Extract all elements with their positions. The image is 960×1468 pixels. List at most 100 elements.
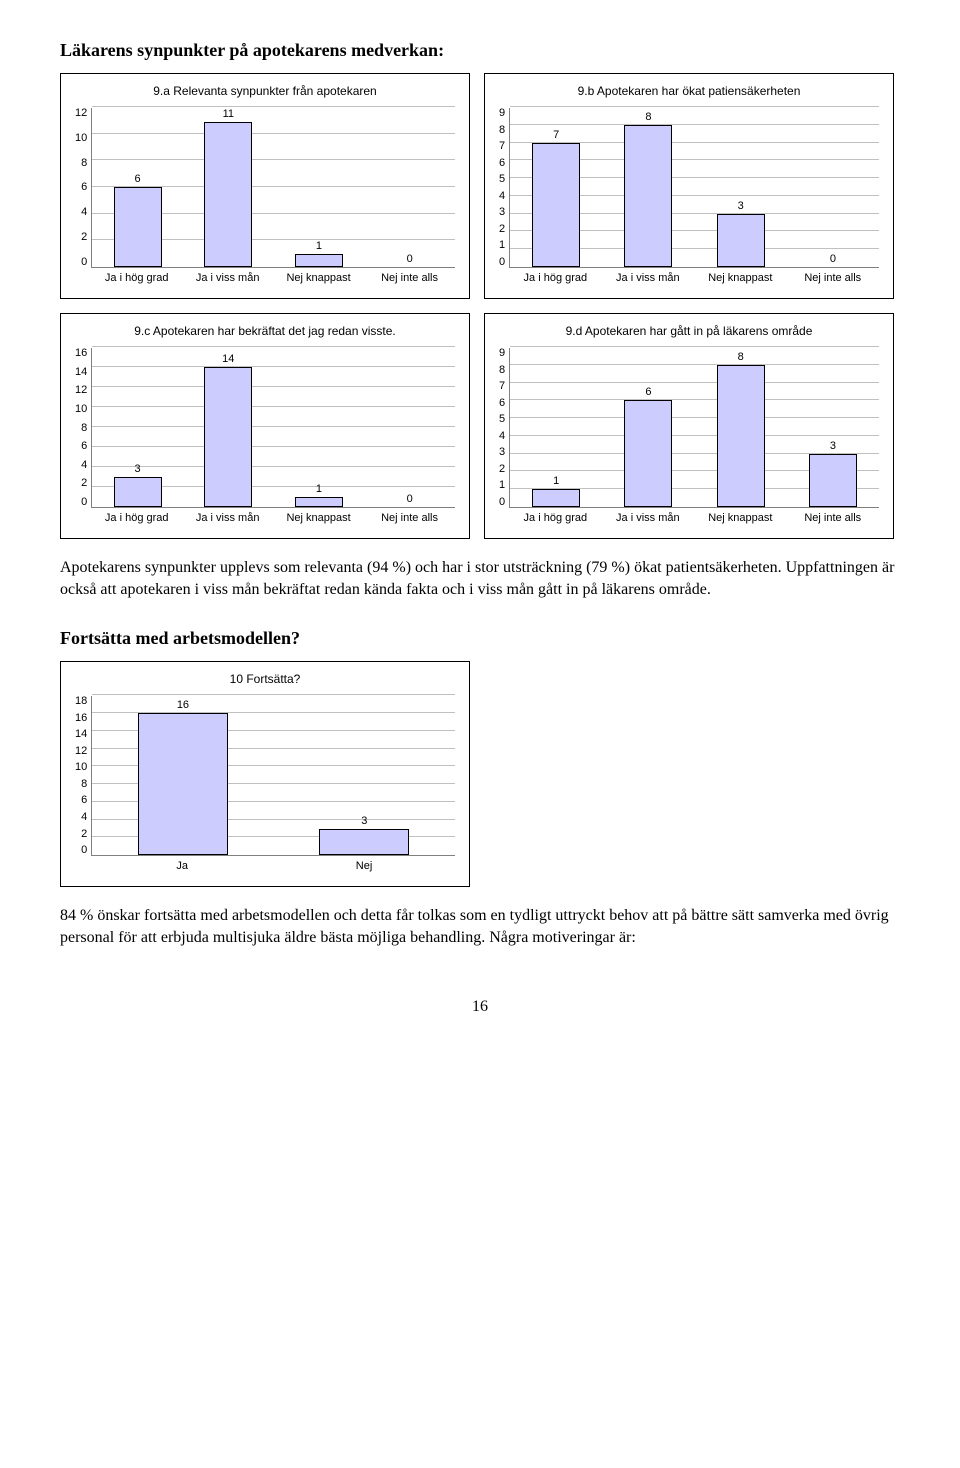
y-tick-label: 14 <box>75 729 87 740</box>
bar-value-label: 1 <box>316 240 322 252</box>
bar <box>717 214 765 267</box>
y-tick-label: 14 <box>75 367 87 378</box>
y-tick-label: 5 <box>499 414 505 425</box>
y-tick-label: 7 <box>499 141 505 152</box>
page-number: 16 <box>60 998 900 1016</box>
chart-title: 9.b Apotekaren har ökat patiensäkerheten <box>499 84 879 98</box>
x-tick-label: Nej knappast <box>694 272 786 284</box>
section-1-heading: Läkarens synpunkter på apotekarens medve… <box>60 40 900 61</box>
paragraph-2: 84 % önskar fortsätta med arbetsmodellen… <box>60 905 900 948</box>
y-tick-label: 2 <box>499 464 505 475</box>
bar-column: 1 <box>274 108 365 267</box>
y-tick-label: 12 <box>75 746 87 757</box>
x-tick-label: Ja i hög grad <box>509 512 601 524</box>
y-axis: 121086420 <box>75 108 91 268</box>
bar <box>295 254 343 267</box>
chart-row-1: 9.a Relevanta synpunkter från apotekaren… <box>60 73 900 299</box>
y-tick-label: 6 <box>81 795 87 806</box>
chart-9c: 9.c Apotekaren har bekräftat det jag red… <box>60 313 470 539</box>
y-tick-label: 6 <box>499 398 505 409</box>
y-tick-label: 10 <box>75 762 87 773</box>
chart-title: 9.d Apotekaren har gått in på läkarens o… <box>499 324 879 338</box>
y-tick-label: 10 <box>75 404 87 415</box>
grid-line <box>510 346 879 347</box>
y-tick-label: 7 <box>499 381 505 392</box>
y-tick-label: 6 <box>81 441 87 452</box>
x-tick-label: Ja i viss mån <box>182 272 273 284</box>
x-tick-label: Ja i hög grad <box>91 272 182 284</box>
section-2-heading: Fortsätta med arbetsmodellen? <box>60 628 900 649</box>
y-tick-label: 0 <box>499 497 505 508</box>
y-tick-label: 0 <box>81 845 87 856</box>
bar-value-label: 7 <box>553 129 559 141</box>
chart-row-2: 9.c Apotekaren har bekräftat det jag red… <box>60 313 900 539</box>
bar-column: 3 <box>695 108 787 267</box>
chart-9d: 9.d Apotekaren har gått in på läkarens o… <box>484 313 894 539</box>
bar-column: 0 <box>364 348 455 507</box>
bar-value-label: 14 <box>222 353 234 365</box>
bar-value-label: 11 <box>223 108 234 120</box>
bar <box>624 400 672 507</box>
y-tick-label: 5 <box>499 174 505 185</box>
x-tick-label: Nej <box>273 860 455 872</box>
y-tick-label: 16 <box>75 713 87 724</box>
bars-container: 1683 <box>510 348 879 507</box>
y-tick-label: 0 <box>499 257 505 268</box>
chart-title: 10 Fortsätta? <box>75 672 455 686</box>
bar-column: 6 <box>92 108 183 267</box>
y-tick-label: 8 <box>499 365 505 376</box>
y-tick-label: 6 <box>81 182 87 193</box>
x-axis: Ja i hög gradJa i viss månNej knappastNe… <box>91 272 455 284</box>
bars-container: 7 8 30 <box>510 108 879 267</box>
chart-row-3: 10 Fortsätta?181614121086420163JaNej <box>60 661 900 887</box>
x-tick-label: Nej knappast <box>694 512 786 524</box>
bar-value-label: 1 <box>316 483 322 495</box>
plot-area: 61110 <box>91 108 455 268</box>
y-tick-label: 2 <box>81 232 87 243</box>
y-axis: 1614121086420 <box>75 348 91 508</box>
bars-container: 163 <box>92 696 455 855</box>
y-tick-label: 12 <box>75 108 87 119</box>
bar <box>717 365 765 507</box>
bar <box>624 125 672 267</box>
bar <box>295 497 343 507</box>
bars-container: 61110 <box>92 108 455 267</box>
y-tick-label: 1 <box>499 480 505 491</box>
y-tick-label: 1 <box>499 240 505 251</box>
bar-column: 0 <box>787 108 879 267</box>
bar-value-label: 3 <box>135 463 141 475</box>
y-tick-label: 8 <box>81 158 87 169</box>
x-tick-label: Ja i hög grad <box>509 272 601 284</box>
bar <box>114 187 162 267</box>
y-tick-label: 3 <box>499 207 505 218</box>
x-tick-label: Ja i viss mån <box>602 272 694 284</box>
bar-column: 8 <box>695 348 787 507</box>
bar-column: 0 <box>364 108 455 267</box>
bar-value-label: 1 <box>553 475 559 487</box>
chart-9a: 9.a Relevanta synpunkter från apotekaren… <box>60 73 470 299</box>
grid-line <box>92 694 455 695</box>
bar <box>809 454 857 507</box>
y-tick-label: 9 <box>499 108 505 119</box>
bar <box>204 367 252 507</box>
bar-value-label: 8 <box>645 111 651 123</box>
y-tick-label: 2 <box>81 829 87 840</box>
bar-value-label: 0 <box>407 493 413 505</box>
plot-area: 3 14 1 0 <box>91 348 455 508</box>
bar-value-label: 3 <box>830 440 836 452</box>
bar-column: 3 <box>787 348 879 507</box>
bars-container: 3 14 1 0 <box>92 348 455 507</box>
y-axis: 9876543210 <box>499 348 509 508</box>
bar-column: 3 <box>92 348 183 507</box>
chart-10: 10 Fortsätta?181614121086420163JaNej <box>60 661 470 887</box>
bar-column: 11 <box>183 108 274 267</box>
chart-title: 9.c Apotekaren har bekräftat det jag red… <box>75 324 455 338</box>
bar-column: 6 <box>602 348 694 507</box>
paragraph-1: Apotekarens synpunkter upplevs som relev… <box>60 557 900 600</box>
x-tick-label: Ja i viss mån <box>182 512 273 524</box>
y-tick-label: 12 <box>75 385 87 396</box>
grid-line <box>510 106 879 107</box>
plot-area: 7 8 30 <box>509 108 879 268</box>
x-tick-label: Nej inte alls <box>364 512 455 524</box>
bar-column: 7 <box>510 108 602 267</box>
